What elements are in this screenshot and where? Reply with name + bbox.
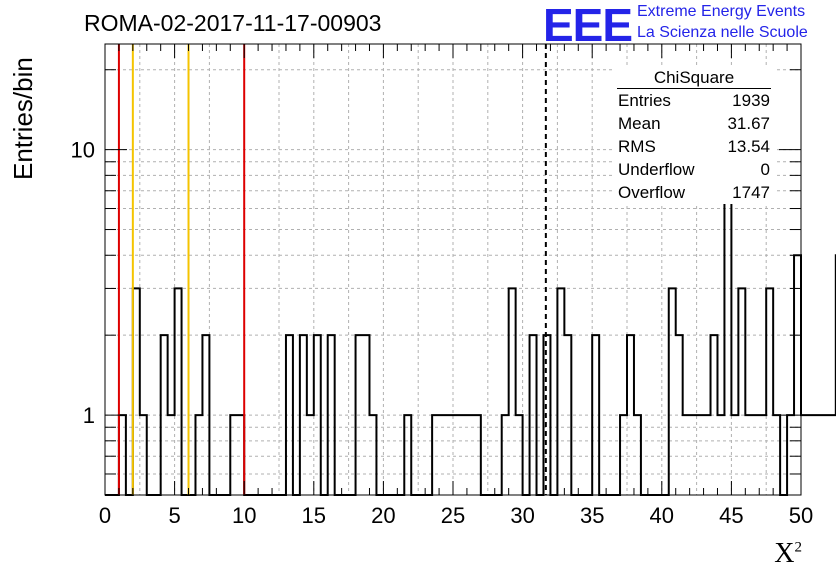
x-tick-label: 20 [371,503,395,528]
stat-row-overflow: Overflow 1747 [618,183,770,202]
x-tick-label: 30 [510,503,534,528]
x-tick-label: 0 [99,503,111,528]
logo-line-1: Extreme Energy Events [637,3,806,20]
chart-title: ROMA-02-2017-11-17-00903 [84,10,382,36]
eee-logo: EEE [543,0,633,51]
y-axis-label: Entries/bin [8,57,38,180]
stats-box: ChiSquare Entries 1939 Mean 31.67 RMS 13.54… [612,66,776,204]
y-tick-label: 1 [83,403,95,428]
logo-line-2: La Scienza nelle Scuole [637,24,808,41]
x-tick-label: 15 [302,503,326,528]
stat-row-mean: Mean 31.67 [618,114,770,133]
x-axis-label: X2 [774,538,802,569]
x-tick-label: 10 [232,503,256,528]
stats-title: ChiSquare [617,66,771,89]
stat-row-rms: RMS 13.54 [618,137,770,156]
x-tick-label: 50 [789,503,813,528]
y-tick-label: 10 [71,138,95,163]
x-tick-label: 5 [168,503,180,528]
x-tick-label: 25 [441,503,465,528]
stat-row-entries: Entries 1939 [618,91,770,110]
x-tick-label: 45 [719,503,743,528]
stat-row-underflow: Underflow 0 [618,160,770,179]
x-tick-label: 35 [580,503,604,528]
x-tick-label: 40 [650,503,674,528]
